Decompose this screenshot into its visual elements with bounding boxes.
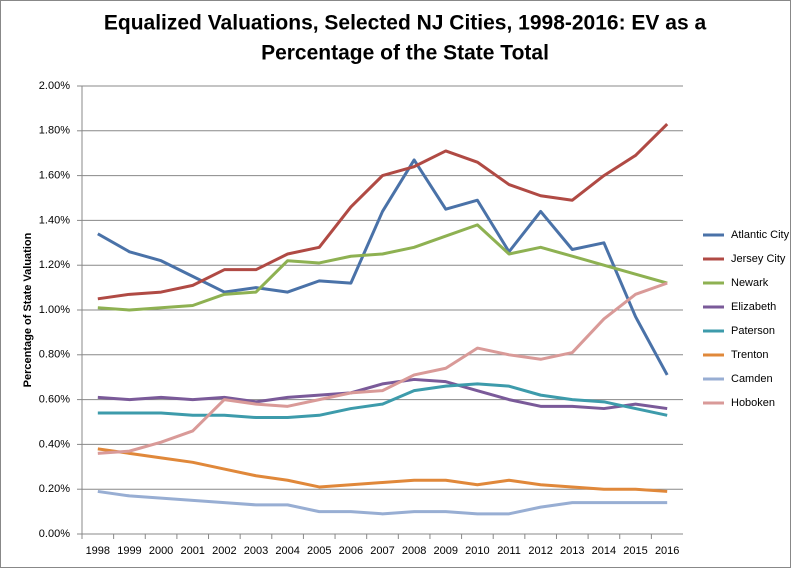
x-tick-label: 2010	[465, 545, 489, 557]
series-line	[97, 281, 668, 455]
x-tick-label: 2006	[339, 545, 363, 557]
x-tick-label: 2004	[275, 545, 299, 557]
x-tick-label: 1998	[86, 545, 110, 557]
x-tick-label: 2014	[592, 545, 616, 557]
series-line	[97, 382, 668, 420]
x-tick-label: 2015	[623, 545, 647, 557]
legend-label: Paterson	[731, 325, 775, 337]
legend-label: Camden	[731, 373, 773, 385]
legend-label: Hoboken	[731, 397, 775, 409]
x-tick-label: 2013	[560, 545, 584, 557]
y-tick-label: 1.00%	[39, 304, 70, 316]
y-tick-label: 2.00%	[39, 80, 70, 92]
x-tick-label: 2008	[402, 545, 426, 557]
series-line	[97, 223, 668, 312]
x-tick-label: 2003	[244, 545, 268, 557]
x-tick-label: 2005	[307, 545, 331, 557]
series-line	[97, 447, 668, 493]
series-line	[97, 489, 668, 516]
y-tick-label: 0.00%	[39, 528, 70, 540]
x-tick-label: 1999	[117, 545, 141, 557]
legend-label: Jersey City	[731, 253, 786, 265]
series-line	[97, 158, 669, 376]
x-tick-label: 2009	[434, 545, 458, 557]
x-tick-label: 2012	[528, 545, 552, 557]
x-tick-label: 2016	[655, 545, 679, 557]
series-line	[97, 123, 669, 301]
legend-label: Newark	[731, 277, 769, 289]
x-tick-label: 2007	[370, 545, 394, 557]
x-tick-label: 2001	[180, 545, 204, 557]
legend-label: Atlantic City	[731, 229, 790, 241]
chart-title: Equalized Valuations, Selected NJ Cities…	[104, 12, 707, 35]
x-tick-label: 2002	[212, 545, 236, 557]
y-tick-label: 0.60%	[39, 394, 70, 406]
y-tick-label: 1.20%	[39, 259, 70, 271]
y-axis-label: Percentage of State Valuation	[22, 232, 34, 387]
y-tick-label: 1.60%	[39, 170, 70, 182]
series-line	[97, 377, 668, 411]
legend-label: Elizabeth	[731, 301, 776, 313]
legend-label: Trenton	[731, 349, 769, 361]
y-tick-label: 1.40%	[39, 214, 70, 226]
x-tick-label: 2011	[497, 545, 521, 557]
y-tick-label: 1.80%	[39, 125, 70, 137]
y-tick-label: 0.20%	[39, 483, 70, 495]
y-tick-label: 0.40%	[39, 438, 70, 450]
y-tick-label: 0.80%	[39, 349, 70, 361]
chart-title: Percentage of the State Total	[261, 42, 549, 65]
x-tick-label: 2000	[149, 545, 173, 557]
